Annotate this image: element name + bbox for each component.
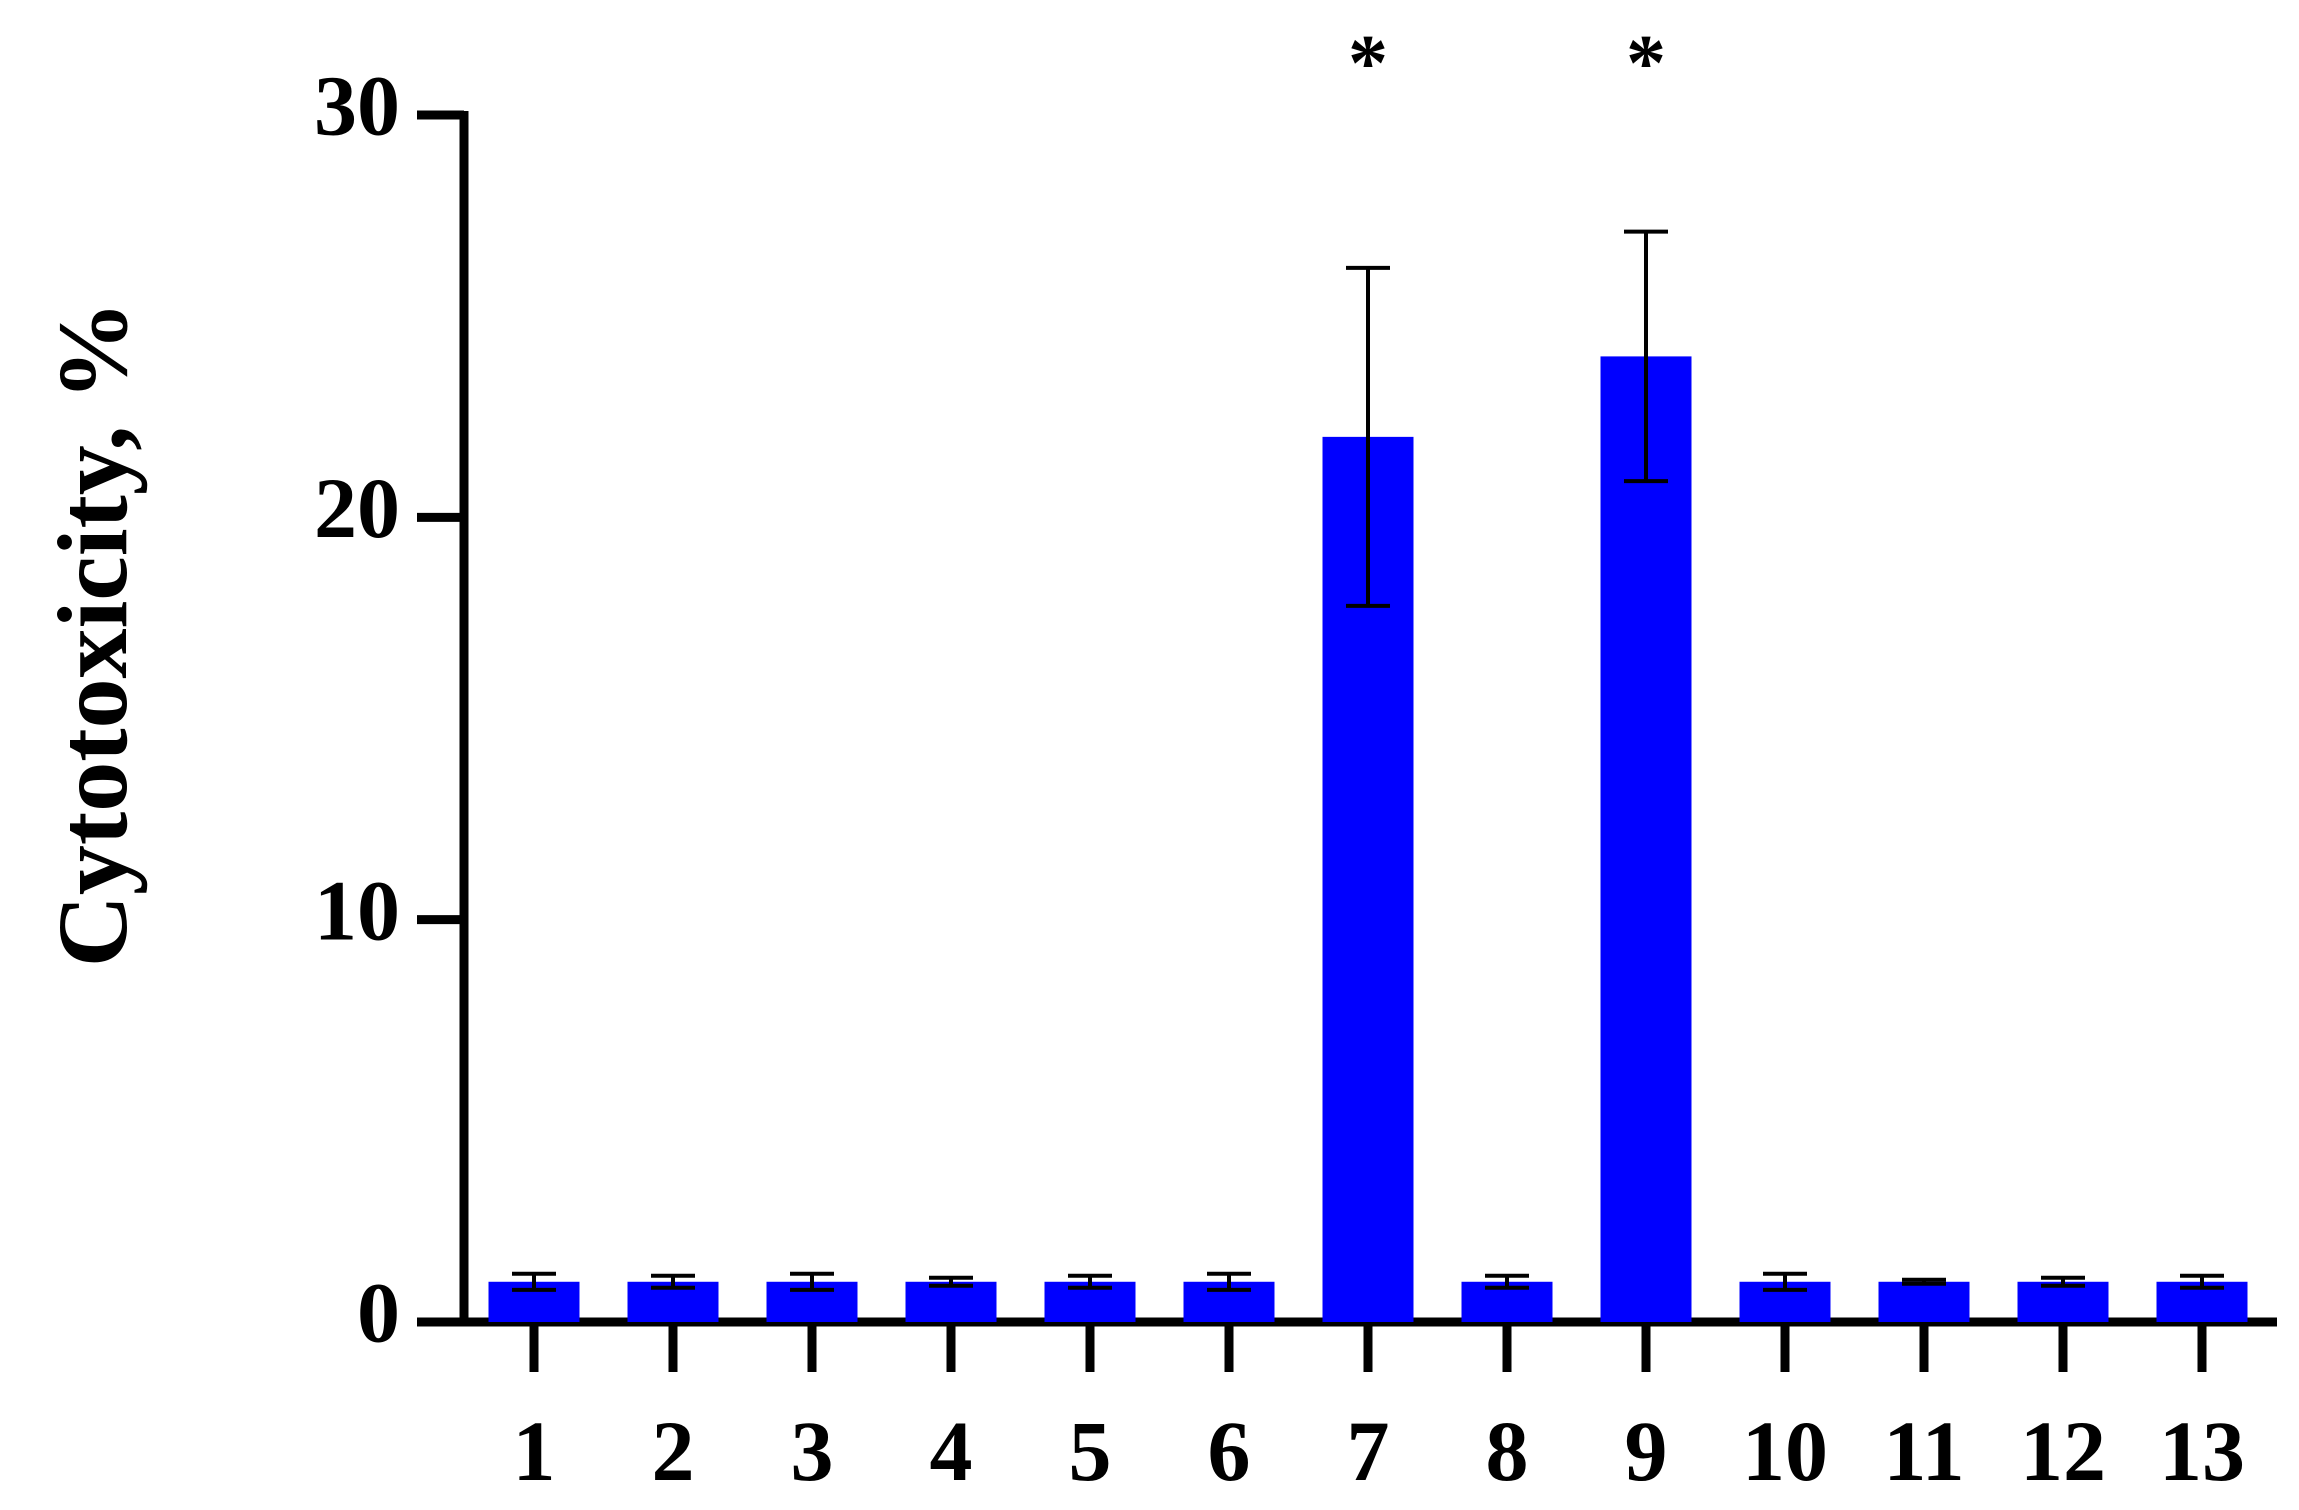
x-tick-label: 10 bbox=[1742, 1403, 1828, 1499]
y-tick-label: 30 bbox=[314, 58, 400, 154]
error-bar bbox=[1763, 1271, 1807, 1292]
error-bar bbox=[651, 1273, 695, 1290]
x-tick-label: 6 bbox=[1208, 1403, 1251, 1499]
error-bar bbox=[2180, 1273, 2224, 1290]
error-bar bbox=[1485, 1273, 1529, 1290]
error-bar bbox=[1902, 1277, 1946, 1286]
y-tick-label: 0 bbox=[357, 1265, 400, 1361]
x-tick-label: 12 bbox=[2020, 1403, 2106, 1499]
error-bar bbox=[790, 1271, 834, 1292]
error-bar bbox=[1624, 229, 1668, 484]
x-tick-label: 4 bbox=[930, 1403, 973, 1499]
x-tick-label: 11 bbox=[1883, 1403, 1964, 1499]
x-tick-label: 13 bbox=[2159, 1403, 2245, 1499]
x-tick-label: 5 bbox=[1069, 1403, 1112, 1499]
bar bbox=[905, 1281, 997, 1322]
y-tick-label: 20 bbox=[314, 460, 400, 556]
bar bbox=[2017, 1281, 2109, 1322]
x-tick-label: 3 bbox=[791, 1403, 834, 1499]
bar bbox=[1878, 1281, 1970, 1322]
y-axis-label: Cytotoxicity, % bbox=[37, 301, 148, 968]
x-tick-label: 2 bbox=[652, 1403, 695, 1499]
x-tick-label: 8 bbox=[1486, 1403, 1529, 1499]
error-bar bbox=[1068, 1273, 1112, 1290]
x-tick-label: 1 bbox=[513, 1403, 556, 1499]
y-tick-label: 10 bbox=[314, 862, 400, 958]
error-bar bbox=[512, 1271, 556, 1292]
error-bar bbox=[2041, 1275, 2085, 1288]
x-tick-label: 7 bbox=[1347, 1403, 1390, 1499]
annotation: * bbox=[1348, 20, 1388, 108]
error-bar bbox=[1207, 1271, 1251, 1292]
error-bar bbox=[1346, 265, 1390, 608]
x-tick-label: 9 bbox=[1625, 1403, 1668, 1499]
annotation: * bbox=[1626, 20, 1666, 108]
bar bbox=[1600, 356, 1692, 1322]
error-bar bbox=[929, 1275, 973, 1288]
